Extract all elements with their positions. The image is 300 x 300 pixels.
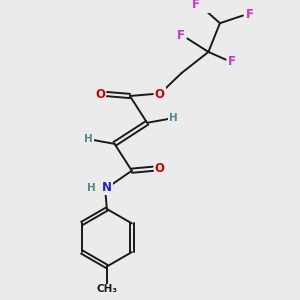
Text: H: H <box>84 134 93 144</box>
Text: F: F <box>177 29 184 42</box>
Text: CH₃: CH₃ <box>96 284 117 295</box>
Text: F: F <box>228 55 236 68</box>
Text: F: F <box>192 0 200 11</box>
Text: N: N <box>102 182 112 194</box>
Text: F: F <box>246 8 254 21</box>
Text: O: O <box>154 88 165 100</box>
Text: O: O <box>95 88 105 100</box>
Text: H: H <box>169 113 177 123</box>
Text: H: H <box>87 183 96 193</box>
Text: O: O <box>154 162 165 175</box>
